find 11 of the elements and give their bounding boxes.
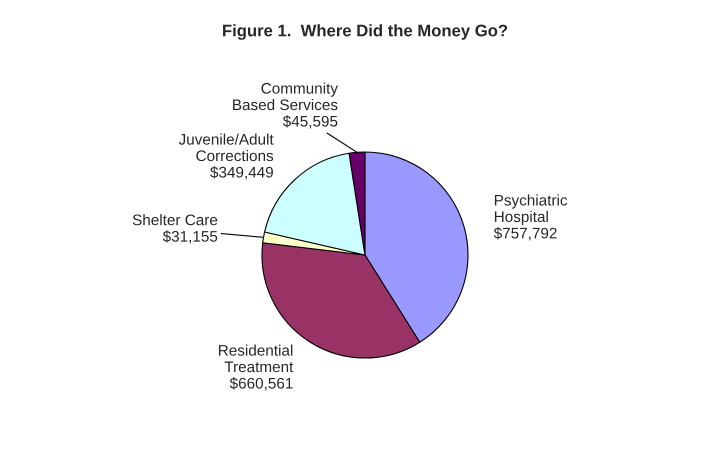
slice-label: Shelter Care (132, 214, 218, 226)
data-label: $45,595 (282, 115, 338, 128)
slice-label: Residential Treatment (219, 344, 294, 372)
chart-title: Figure 1. Where Did the Money Go? (223, 24, 508, 40)
data-label: $660,561 (230, 377, 293, 390)
slice-label: Community Based Services (233, 82, 338, 110)
slice-label: Juvenile/Adult Corrections (178, 133, 274, 162)
data-label: $31,155 (162, 230, 218, 244)
data-label: $757,792 (494, 227, 557, 240)
data-label: $349,449 (210, 166, 273, 180)
slice-label: Psychiatric Hospital (494, 194, 568, 226)
